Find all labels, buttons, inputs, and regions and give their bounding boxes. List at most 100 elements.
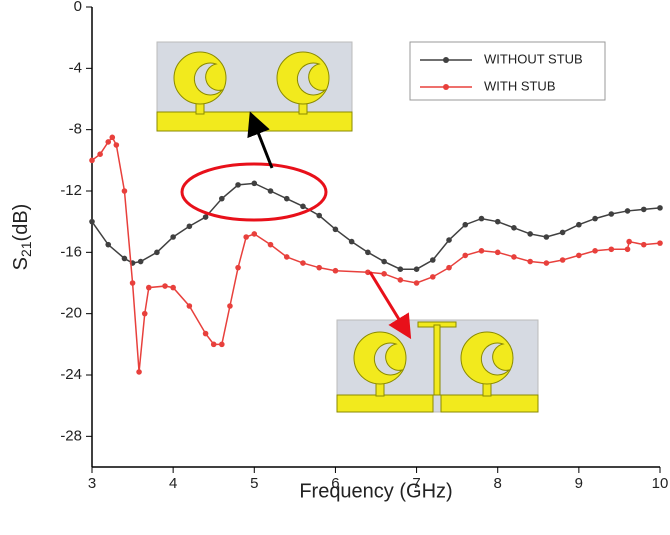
- point: [267, 241, 274, 248]
- point: [121, 188, 128, 194]
- legend-label: WITHOUT STUB: [484, 51, 583, 66]
- point: [113, 142, 120, 148]
- point: [141, 310, 148, 317]
- point: [608, 246, 615, 253]
- point: [576, 252, 582, 259]
- point: [89, 157, 95, 164]
- point: [462, 221, 469, 228]
- legend: WITHOUT STUB WITH STUB: [409, 41, 606, 101]
- point: [210, 341, 217, 348]
- point: [592, 215, 598, 222]
- x-tick-label: 8: [494, 475, 502, 492]
- point: [283, 195, 290, 202]
- y-tick-label: -20: [60, 305, 82, 322]
- point: [608, 211, 615, 217]
- point: [162, 283, 168, 289]
- x-tick-label: 5: [250, 475, 258, 492]
- point: [316, 264, 323, 271]
- x-tick-label: 6: [331, 475, 339, 492]
- point: [105, 241, 112, 248]
- y-tick-label: -24: [60, 366, 82, 383]
- point: [413, 266, 420, 273]
- point: [170, 234, 176, 240]
- point: [89, 218, 95, 225]
- point: [397, 277, 404, 283]
- point: [283, 254, 290, 260]
- point: [235, 182, 241, 188]
- point: [430, 257, 436, 263]
- point: [154, 249, 160, 256]
- point: [640, 241, 647, 248]
- point: [657, 205, 663, 211]
- x-tick-label: 4: [169, 475, 177, 492]
- inset-with-stub: [336, 319, 539, 413]
- point: [381, 271, 387, 277]
- y-tick-label: 0: [74, 0, 82, 15]
- point: [657, 240, 663, 246]
- point: [202, 330, 209, 337]
- point: [576, 221, 582, 228]
- point: [413, 280, 420, 286]
- point: [219, 341, 225, 348]
- plot-area: 0 -4 -8 -12 -16 -20 -24 -28 3 4 5 6 7 8 9 10: [60, 0, 668, 492]
- point: [137, 258, 144, 265]
- arrow: [368, 271, 412, 340]
- point: [121, 255, 128, 262]
- point: [527, 258, 533, 265]
- point: [430, 274, 436, 280]
- point: [109, 134, 116, 141]
- point: [381, 258, 387, 265]
- y-tick-label: -16: [60, 243, 82, 260]
- point: [511, 225, 517, 231]
- point: [316, 212, 323, 219]
- x-axis-label: Frequency (GHz): [299, 480, 452, 502]
- point: [559, 229, 566, 236]
- x-tick-label: 10: [652, 475, 669, 492]
- point: [186, 303, 193, 309]
- point: [462, 252, 469, 259]
- point: [494, 218, 501, 225]
- point: [527, 231, 533, 237]
- point: [559, 257, 566, 263]
- point: [146, 284, 152, 291]
- y-tick-label: -8: [69, 121, 82, 138]
- y-tick-label: -4: [69, 59, 82, 76]
- point: [478, 215, 485, 222]
- point: [626, 238, 632, 245]
- point: [640, 206, 647, 213]
- highlight-ellipse: [180, 162, 328, 222]
- point: [365, 249, 371, 256]
- point: [348, 238, 355, 245]
- x-tick-label: 7: [412, 475, 420, 492]
- y-tick-label: -28: [60, 427, 82, 444]
- point: [494, 249, 501, 256]
- y-axis-label: S21(dB): [10, 204, 33, 271]
- legend-marker: [443, 84, 449, 90]
- legend-marker: [443, 57, 449, 63]
- point: [300, 260, 306, 266]
- x-tick-label: 3: [88, 475, 96, 492]
- point: [186, 223, 193, 230]
- point: [202, 214, 209, 220]
- point: [332, 226, 339, 233]
- inset-without-stub: [156, 41, 353, 132]
- point: [136, 369, 142, 375]
- legend-label: WITH STUB: [484, 78, 556, 93]
- point: [511, 254, 517, 260]
- point: [332, 267, 339, 274]
- x-tick-label: 9: [575, 475, 583, 492]
- point: [97, 151, 103, 157]
- point: [267, 188, 274, 194]
- point: [592, 248, 598, 254]
- point: [227, 303, 233, 309]
- y-tick-label: -12: [60, 182, 82, 199]
- point: [543, 260, 550, 266]
- point: [543, 234, 550, 240]
- point: [478, 248, 485, 254]
- point: [397, 266, 404, 273]
- point: [105, 139, 112, 145]
- point: [129, 280, 136, 286]
- point: [251, 180, 258, 187]
- point: [446, 237, 452, 243]
